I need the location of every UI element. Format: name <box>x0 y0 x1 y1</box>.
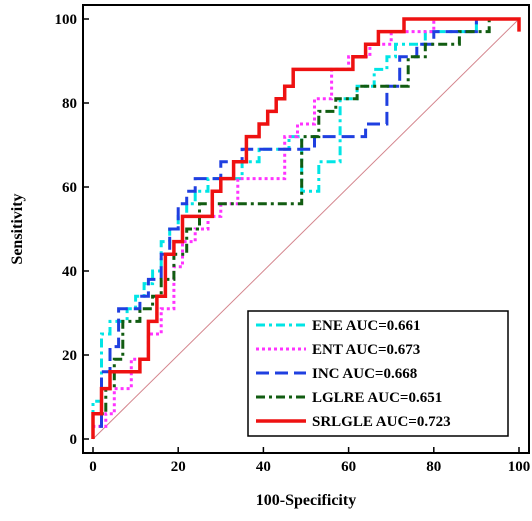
x-tick-label: 80 <box>426 459 441 475</box>
y-tick-label: 100 <box>55 12 78 28</box>
y-tick-label: 40 <box>62 264 77 280</box>
legend: ENE AUC=0.661 ENT AUC=0.673 INC AUC=0.668 L… <box>247 310 509 437</box>
y-tick-label: 20 <box>62 348 77 364</box>
x-tick-label: 20 <box>171 459 186 475</box>
x-axis-title: 100-Specificity <box>256 492 356 509</box>
x-tick-label: 100 <box>508 459 531 475</box>
x-tick-label: 0 <box>89 459 97 475</box>
y-tick-label: 0 <box>70 432 78 448</box>
y-axis-title: Sensitivity <box>9 193 26 264</box>
series-line-0 <box>91 17 519 439</box>
series-line-2 <box>91 17 519 439</box>
reference-layer <box>92 18 520 440</box>
x-tick-label: 60 <box>341 459 356 475</box>
y-tick-label: 80 <box>62 96 77 112</box>
y-tick-label: 60 <box>62 180 77 196</box>
series-line-4 <box>91 17 521 439</box>
series-layer <box>91 17 521 439</box>
legend-label-3: LGLRE AUC=0.651 <box>312 390 442 406</box>
plot-frame <box>82 4 530 454</box>
series-line-3 <box>91 17 519 439</box>
legend-box <box>247 310 509 437</box>
legend-label-1: ENT AUC=0.673 <box>312 342 420 358</box>
legend-label-2: INC AUC=0.668 <box>312 366 417 382</box>
x-tick-label: 40 <box>256 459 271 475</box>
legend-label-0: ENE AUC=0.661 <box>312 318 421 334</box>
legend-label-4: SRLGLE AUC=0.723 <box>312 414 451 430</box>
tick-layer: 0 20 40 60 80 100 0 20 40 60 80 100 <box>55 12 531 475</box>
diagonal-reference-line <box>92 18 520 440</box>
